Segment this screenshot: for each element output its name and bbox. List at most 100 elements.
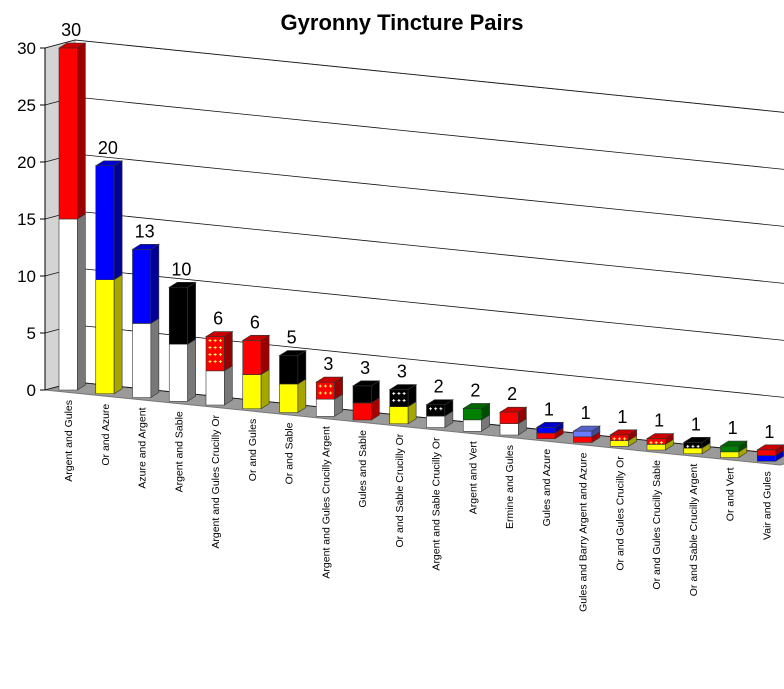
crucilly-cross [686,444,690,448]
category-label: Gules and Barry Argent and Azure [578,452,590,612]
y-tick-label: 25 [17,96,36,115]
y-tick-label: 20 [17,153,36,172]
data-label: 6 [213,309,223,329]
category-label: Gules and Azure [541,449,553,527]
bar-side-lower [150,317,160,399]
data-label: 5 [287,328,297,348]
bar-front-lower [279,383,299,413]
bar-top [315,376,344,383]
crucilly-cross [213,339,217,343]
crucilly-cross [323,384,327,388]
crucilly-cross [439,407,443,411]
category-label: Argent and Gules [63,400,75,482]
bar-side-upper [187,281,196,345]
bar-10 [425,399,454,429]
bar-front-lower [389,406,409,425]
data-label: 30 [61,20,81,40]
bar-top [131,244,160,250]
bar-4 [204,331,234,406]
category-label: Vair and Gules [761,471,773,540]
crucilly-cross [649,441,653,445]
data-label: 6 [250,312,260,332]
bar-front-lower [205,370,225,406]
crucilly-cross [392,399,396,403]
bar-side-upper [113,160,123,281]
crucilly-cross [402,392,406,396]
bar-front-lower [720,451,740,458]
bar-front-upper [95,165,115,281]
category-label: Or and Sable Crucilly Argent [688,464,700,597]
chart-title: Gyronny Tincture Pairs [281,10,524,35]
bar-12 [498,406,528,436]
bar-13 [535,421,565,440]
bar-top [535,422,565,428]
bar-front-lower [609,440,629,447]
crucilly-cross [218,353,222,357]
crucilly-cross [208,353,212,357]
category-label: Or and Azure [100,404,112,466]
crucilly-cross [696,444,700,448]
crucilly-cross [323,391,327,395]
bar-3 [168,281,197,402]
bar-15 [609,429,638,447]
crucilly-cross [218,339,222,343]
bar-front-upper [242,340,262,375]
data-label: 2 [470,380,480,400]
crucilly-cross [218,346,222,350]
data-label: 1 [764,422,774,442]
bar-front-lower [168,343,188,402]
bar-front-upper [58,47,78,220]
bar-front-lower [95,279,115,395]
bar-side-upper [77,42,86,220]
crucilly-cross [208,339,212,343]
bar-top [388,384,418,390]
bar-top [168,281,197,288]
crucilly-cross [213,360,217,364]
bar-top [351,380,381,387]
bar-front-lower [536,432,556,440]
data-label: 1 [728,418,738,438]
bar-front-lower [462,419,482,432]
y-tick-label: 10 [17,267,36,286]
bar-side-lower [113,274,123,395]
data-label: 10 [171,259,191,279]
bar-2 [131,243,160,399]
data-label: 2 [434,377,444,397]
data-label: 1 [654,411,664,431]
bar-side-upper [260,334,270,376]
bar-1 [94,160,124,395]
bar-front-lower [683,447,703,455]
bar-front-upper [536,427,556,434]
bar-front-upper [132,249,152,324]
bar-front-upper [720,445,740,453]
gridline [44,39,784,113]
category-label: Or and Gules [247,419,259,481]
crucilly-cross [623,437,627,441]
data-label: 3 [360,358,370,378]
bar-front-upper [168,286,188,345]
bar-top [425,399,454,406]
data-label: 1 [544,399,554,419]
crucilly-cross [659,441,663,445]
bar-8 [351,380,381,421]
bar-19 [756,444,784,462]
crucilly-cross [429,407,432,411]
y-tick-label: 30 [17,39,36,58]
crucilly-cross [208,346,212,350]
crucilly-cross [397,399,401,403]
bar-top [572,425,601,432]
data-label: 1 [691,414,701,434]
category-label: Argent and Sable [173,411,185,492]
bar-front-lower [315,398,335,417]
crucilly-cross [329,391,333,395]
category-label: Azure and Argent [137,407,149,488]
bar-7 [315,376,344,417]
category-label: Ermine and Gules [504,445,516,529]
bar-top [682,437,712,443]
bar-side-lower [187,338,196,402]
crucilly-cross [213,353,217,357]
bar-top [94,160,124,167]
data-label: 3 [323,354,333,374]
y-tick-label: 0 [27,381,36,400]
